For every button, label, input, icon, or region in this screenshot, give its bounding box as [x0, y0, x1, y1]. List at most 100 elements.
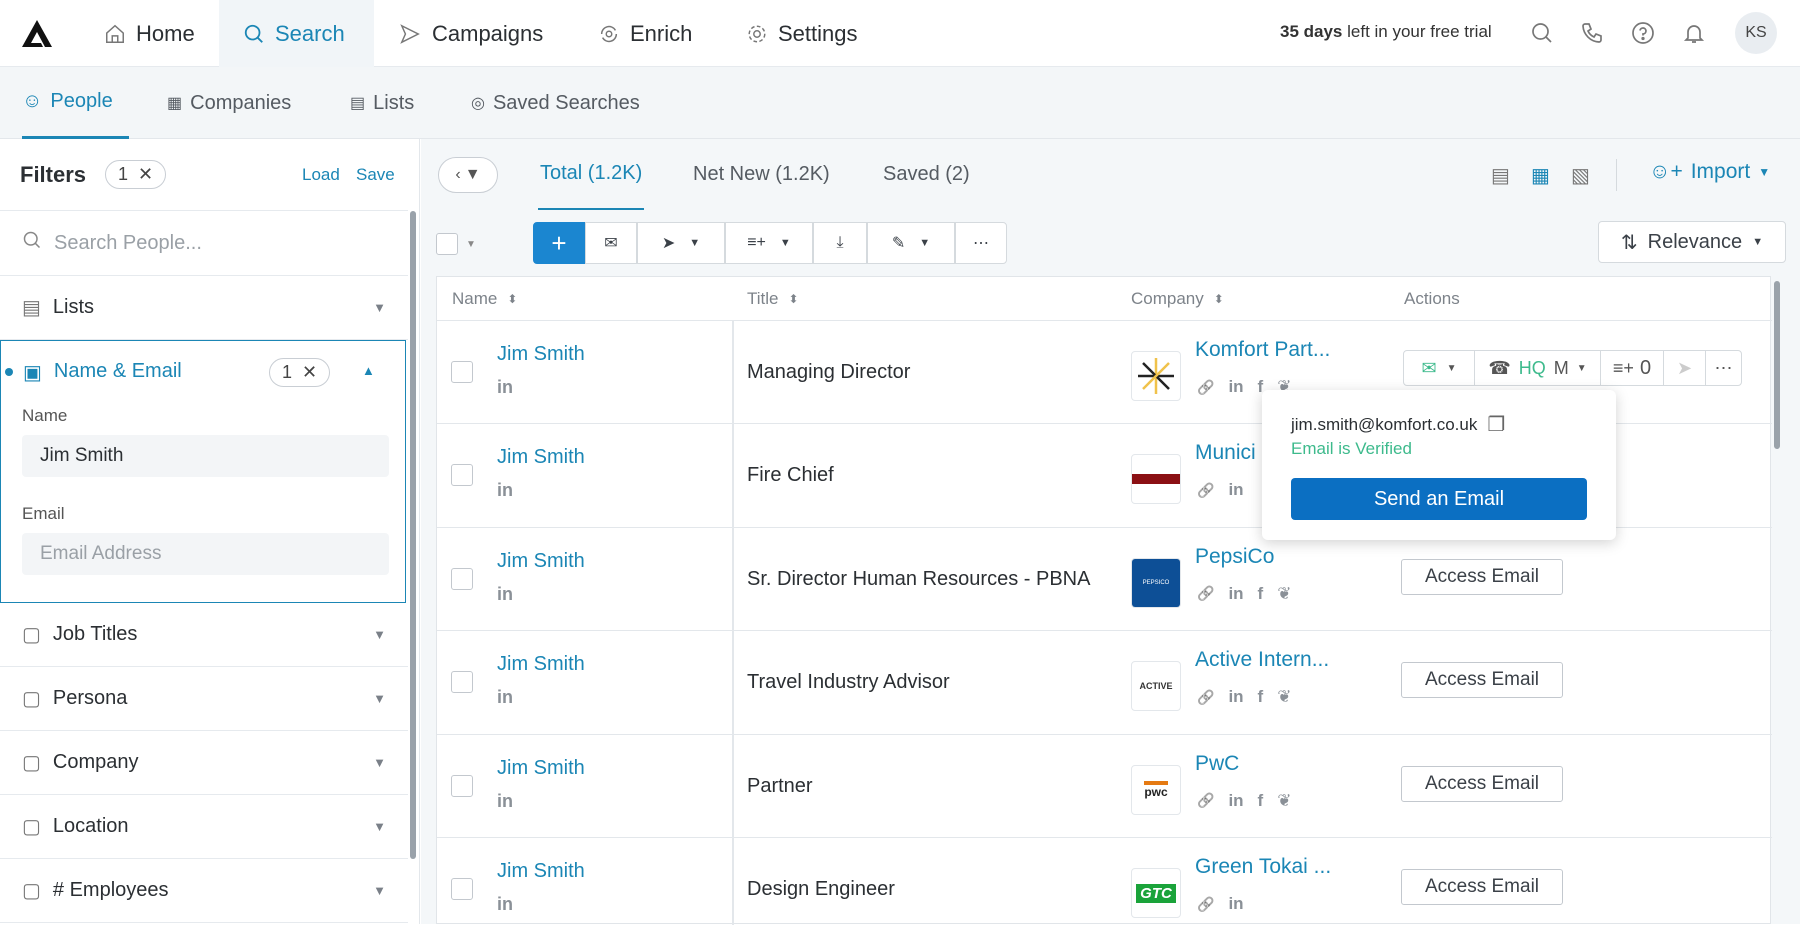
company-name-link[interactable]: Munici: [1195, 441, 1256, 465]
toggle-filters-button[interactable]: ‹ ▼: [438, 157, 498, 193]
link-icon[interactable]: 🔗: [1197, 481, 1215, 498]
company-name-link[interactable]: PepsiCo: [1195, 544, 1275, 568]
chevron-up-icon[interactable]: ▲: [362, 363, 375, 378]
tab-lists[interactable]: ▤ Lists: [350, 67, 414, 139]
link-icon[interactable]: 🔗: [1197, 792, 1215, 809]
row-checkbox[interactable]: [451, 671, 473, 694]
linkedin-icon[interactable]: in: [1228, 377, 1244, 396]
linkedin-icon[interactable]: in: [497, 687, 513, 708]
search-people-input[interactable]: Search People...: [0, 210, 408, 276]
email-status-button[interactable]: ✉ ▼: [1404, 351, 1475, 385]
phone-button[interactable]: ☎ HQ M ▼: [1475, 351, 1601, 385]
filter-count-pill[interactable]: 1 ✕: [105, 160, 167, 189]
more-button[interactable]: ⋯: [955, 222, 1007, 264]
close-icon[interactable]: ✕: [302, 362, 318, 382]
facebook-icon[interactable]: f: [1257, 583, 1264, 603]
email-button[interactable]: ✉: [585, 222, 637, 264]
column-header-company[interactable]: Company ⬍: [1131, 277, 1224, 320]
filter-employees[interactable]: ▢ # Employees ▼: [0, 859, 408, 923]
nav-campaigns[interactable]: Campaigns: [374, 0, 567, 67]
column-header-title[interactable]: Title ⬍: [747, 277, 799, 320]
add-to-list-button[interactable]: ≡+ ▼: [725, 222, 813, 264]
link-icon[interactable]: 🔗: [1197, 688, 1215, 705]
twitter-icon[interactable]: ❦: [1277, 687, 1292, 707]
sidebar-scrollbar[interactable]: [410, 211, 416, 859]
help-icon[interactable]: [1631, 21, 1655, 50]
nav-home[interactable]: Home: [80, 0, 219, 67]
row-checkbox[interactable]: [451, 361, 473, 383]
table-scrollbar[interactable]: [1774, 281, 1780, 449]
facebook-icon[interactable]: f: [1257, 790, 1264, 810]
nav-search[interactable]: Search: [219, 0, 374, 67]
linkedin-icon[interactable]: in: [1228, 480, 1244, 500]
search-icon[interactable]: [1530, 21, 1554, 50]
tab-saved-searches[interactable]: ◎ Saved Searches: [471, 67, 640, 139]
linkedin-icon[interactable]: in: [497, 583, 513, 604]
bell-icon[interactable]: [1682, 21, 1706, 50]
add-button[interactable]: +: [533, 222, 585, 264]
copy-icon[interactable]: ❐: [1487, 414, 1506, 436]
linkedin-icon[interactable]: in: [1228, 583, 1244, 603]
close-icon[interactable]: ✕: [138, 164, 154, 184]
tab-companies[interactable]: ▦ Companies: [167, 67, 291, 139]
row-checkbox[interactable]: [451, 774, 473, 797]
company-name-link[interactable]: Active Intern...: [1195, 648, 1330, 672]
linkedin-icon[interactable]: in: [1228, 790, 1244, 810]
linkedin-icon[interactable]: in: [497, 377, 513, 397]
linkedin-icon[interactable]: in: [497, 894, 513, 914]
report-view-icon[interactable]: ▧: [1571, 165, 1590, 187]
person-name-link[interactable]: Jim Smith: [497, 446, 585, 469]
filter-job-titles[interactable]: ▢ Job Titles ▼: [0, 603, 408, 667]
tab-net-new[interactable]: Net New (1.2K): [693, 163, 830, 185]
person-name-link[interactable]: Jim Smith: [497, 549, 585, 572]
company-name-link[interactable]: Komfort Part...: [1195, 338, 1331, 361]
person-name-link[interactable]: Jim Smith: [497, 756, 585, 779]
person-name-link[interactable]: Jim Smith: [497, 343, 585, 365]
company-name-link[interactable]: PwC: [1195, 751, 1240, 775]
facebook-icon[interactable]: f: [1257, 687, 1264, 707]
nav-settings[interactable]: Settings: [722, 0, 882, 67]
list-view-icon[interactable]: ▤: [1491, 165, 1510, 187]
person-name-link[interactable]: Jim Smith: [497, 860, 585, 882]
logo-icon[interactable]: [20, 18, 54, 53]
linkedin-icon[interactable]: in: [1228, 687, 1244, 707]
edit-button[interactable]: ✎ ▼: [867, 222, 955, 264]
select-all-dropdown[interactable]: ▼: [436, 228, 490, 260]
twitter-icon[interactable]: ❦: [1277, 583, 1292, 603]
export-button[interactable]: ⤓: [813, 222, 867, 264]
more-actions-button[interactable]: ⋯: [1706, 358, 1741, 379]
phone-icon[interactable]: [1580, 21, 1604, 50]
send-email-button[interactable]: Send an Email: [1291, 478, 1587, 520]
facebook-icon[interactable]: f: [1257, 377, 1264, 396]
linkedin-icon[interactable]: in: [1228, 894, 1244, 913]
avatar[interactable]: KS: [1735, 12, 1777, 54]
nav-enrich[interactable]: Enrich: [574, 0, 716, 67]
name-email-count-pill[interactable]: 1 ✕: [269, 358, 331, 387]
filter-lists[interactable]: ▤ Lists ▼: [0, 276, 408, 340]
filter-persona[interactable]: ▢ Persona ▼: [0, 667, 408, 731]
column-header-name[interactable]: Name ⬍: [452, 277, 517, 320]
access-email-button[interactable]: Access Email: [1401, 558, 1563, 595]
sequence-button[interactable]: ➤ ▼: [637, 222, 725, 264]
import-button[interactable]: ☺+ Import ▼: [1649, 160, 1770, 184]
sort-dropdown[interactable]: ⇅ Relevance ▼: [1598, 221, 1786, 263]
access-email-button[interactable]: Access Email: [1401, 869, 1563, 905]
access-email-button[interactable]: Access Email: [1401, 765, 1563, 802]
tab-saved[interactable]: Saved (2): [883, 163, 970, 185]
twitter-icon[interactable]: ❦: [1277, 790, 1292, 810]
access-email-button[interactable]: Access Email: [1401, 662, 1563, 699]
name-input[interactable]: Jim Smith: [22, 435, 389, 477]
link-icon[interactable]: 🔗: [1197, 895, 1215, 912]
linkedin-icon[interactable]: in: [497, 790, 513, 811]
add-to-sequence-button[interactable]: ≡+ 0: [1601, 351, 1664, 385]
row-checkbox[interactable]: [451, 878, 473, 900]
email-input[interactable]: Email Address: [22, 533, 389, 575]
name-email-header[interactable]: ▣ Name & Email: [23, 360, 182, 385]
link-icon[interactable]: 🔗: [1197, 585, 1215, 602]
tab-people[interactable]: ☺ People: [22, 67, 129, 139]
filter-location[interactable]: ▢ Location ▼: [0, 795, 408, 859]
link-icon[interactable]: 🔗: [1197, 378, 1215, 395]
tab-total[interactable]: Total (1.2K): [538, 139, 645, 210]
send-button[interactable]: ➤: [1664, 351, 1706, 385]
save-link[interactable]: Save: [356, 165, 395, 184]
